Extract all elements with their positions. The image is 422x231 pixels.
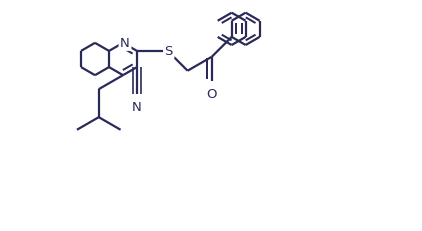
Text: O: O [207, 88, 217, 100]
Text: S: S [165, 45, 173, 58]
Text: N: N [120, 37, 130, 50]
Text: S: S [165, 45, 173, 58]
Text: N: N [120, 37, 130, 50]
Text: N: N [132, 101, 142, 114]
Text: O: O [207, 88, 217, 100]
Text: N: N [132, 101, 142, 114]
